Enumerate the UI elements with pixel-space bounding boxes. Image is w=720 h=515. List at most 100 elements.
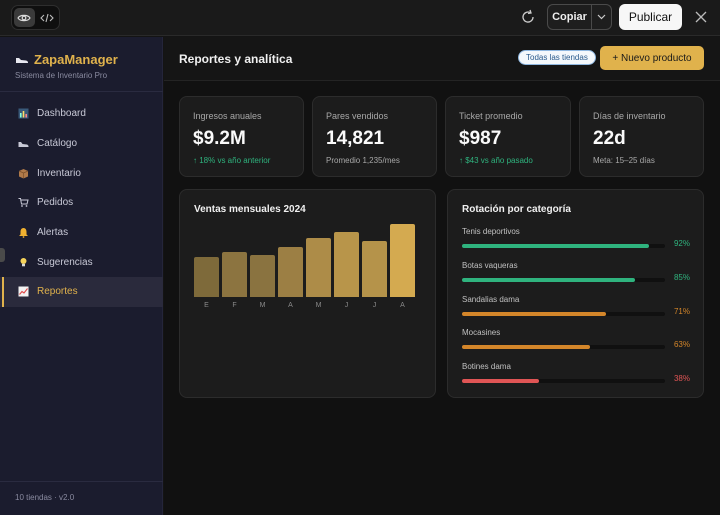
kpi-card-ticket: Ticket promedio $987 ↑ $43 vs año pasado — [445, 96, 571, 177]
cart-icon — [18, 197, 29, 208]
rotation-row: Tenis deportivos 92% — [462, 227, 690, 257]
publish-button[interactable]: Publicar — [619, 4, 682, 30]
sidebar-item-label: Alertas — [37, 227, 69, 239]
kpi-label: Días de inventario — [593, 111, 666, 121]
progress-track — [462, 311, 665, 316]
bell-icon — [18, 227, 29, 238]
x-tick-label: E — [204, 302, 209, 309]
page-title: Reportes y analítica — [179, 52, 293, 66]
progress-fill — [462, 277, 635, 282]
bar-5 — [334, 231, 359, 297]
bar-6 — [362, 240, 387, 297]
rotation-panel: Rotación por categoría Tenis deportivos 9… — [447, 189, 704, 398]
kpi-value: 22d — [593, 128, 626, 149]
progress-track — [462, 244, 665, 248]
category-name: Tenis deportivos — [462, 227, 520, 236]
sidebar-item-alertas[interactable]: Alertas — [0, 218, 163, 248]
bar-4 — [306, 237, 331, 297]
kpi-trend: ↑ $43 vs año pasado — [459, 156, 533, 165]
category-name: Botas vaqueras — [462, 260, 518, 270]
progress-fill — [462, 345, 590, 350]
kpi-value: $987 — [459, 128, 502, 149]
percent-label: 85% — [673, 272, 690, 282]
refresh-icon[interactable] — [519, 8, 537, 26]
progress-track — [462, 345, 665, 350]
rotation-row: Mocasines 63% — [462, 328, 690, 358]
sidebar-item-sugerencias[interactable]: Sugerencias — [0, 247, 163, 277]
category-name: Mocasines — [462, 328, 501, 338]
sidebar-nav: Dashboard Catálogo Inventario Pedidos Al… — [0, 99, 163, 307]
new-product-button[interactable]: + Nuevo producto — [600, 46, 704, 70]
brand-name: ZapaManager — [34, 52, 118, 67]
bar-0 — [194, 257, 219, 297]
sidebar: ZapaManager Sistema de Inventario Pro Da… — [0, 37, 163, 515]
progress-track — [462, 277, 665, 282]
copy-button-group: Copiar — [547, 4, 612, 30]
top-toolbar: Copiar Publicar — [0, 0, 720, 36]
sidebar-item-label: Dashboard — [37, 108, 86, 120]
kpi-value: $9.2M — [193, 128, 246, 149]
rotation-row: Botines dama 38% — [462, 362, 690, 392]
sidebar-footer: 10 tiendas · v2.0 — [0, 481, 163, 513]
kpi-label: Ingresos anuales — [193, 111, 262, 121]
sidebar-item-dashboard[interactable]: Dashboard — [0, 99, 163, 129]
kpi-card-ingresos: Ingresos anuales $9.2M ↑ 18% vs año ante… — [179, 96, 304, 177]
store-filter-badge[interactable]: Todas las tiendas — [518, 50, 596, 65]
progress-fill — [462, 379, 540, 384]
sidebar-item-label: Inventario — [37, 167, 81, 179]
bar-1 — [222, 251, 247, 297]
bar-3 — [278, 246, 303, 297]
kpi-card-dias: Días de inventario 22d Meta: 15–25 días — [579, 96, 704, 177]
progress-fill — [462, 311, 607, 316]
sidebar-item-inventario[interactable]: Inventario — [0, 158, 163, 188]
sidebar-item-label: Pedidos — [37, 197, 74, 209]
kpi-label: Ticket promedio — [459, 111, 523, 121]
brand-subtitle: Sistema de Inventario Pro — [15, 71, 108, 80]
x-tick-label: J — [372, 302, 377, 309]
rotation-title: Rotación por categoría — [462, 204, 571, 215]
sidebar-item-pedidos[interactable]: Pedidos — [0, 188, 163, 218]
page-header: Reportes y analítica Todas las tiendas +… — [164, 37, 720, 81]
x-tick-label: A — [400, 302, 405, 309]
kpi-trend: Promedio 1,235/mes — [326, 156, 400, 165]
x-tick-label: A — [288, 302, 293, 309]
main-content: Reportes y analítica Todas las tiendas +… — [164, 37, 720, 515]
sidebar-item-label: Sugerencias — [37, 256, 93, 268]
rotation-row: Sandalias dama 71% — [462, 295, 690, 325]
trend-chart-icon — [18, 286, 29, 297]
percent-label: 92% — [673, 239, 690, 248]
chevron-down-icon[interactable] — [591, 5, 611, 29]
x-tick-label: J — [344, 302, 349, 309]
close-icon[interactable] — [693, 9, 709, 25]
percent-label: 71% — [673, 306, 690, 316]
sidebar-item-label: Catálogo — [37, 138, 78, 150]
sidebar-resize-handle[interactable] — [0, 248, 5, 262]
kpi-value: 14,821 — [326, 128, 385, 149]
shoe-logo-icon — [15, 52, 29, 67]
x-tick-label: M — [259, 302, 266, 309]
brand-title: ZapaManager — [15, 52, 118, 67]
shoe-icon — [18, 138, 29, 149]
preview-eye-icon[interactable] — [14, 8, 35, 27]
category-name: Botines dama — [462, 362, 511, 372]
progress-track — [462, 379, 665, 384]
lightbulb-icon — [18, 257, 29, 268]
bar-7 — [390, 223, 415, 297]
sidebar-item-catalogo[interactable]: Catálogo — [0, 129, 163, 159]
kpi-trend: ↑ 18% vs año anterior — [193, 156, 271, 165]
sidebar-item-label: Reportes — [37, 286, 78, 298]
brand-block: ZapaManager Sistema de Inventario Pro — [0, 37, 163, 92]
copy-button[interactable]: Copiar — [552, 11, 587, 23]
category-name: Sandalias dama — [462, 294, 520, 304]
code-view-icon[interactable] — [37, 8, 58, 27]
rotation-row: Botas vaqueras 85% — [462, 261, 690, 291]
sidebar-item-reportes[interactable]: Reportes — [0, 277, 163, 307]
x-tick-label: M — [315, 302, 322, 309]
progress-fill — [462, 244, 649, 248]
kpi-card-pares: Pares vendidos 14,821 Promedio 1,235/mes — [312, 96, 437, 177]
view-mode-toggle — [11, 5, 60, 30]
bar-2 — [250, 254, 275, 297]
box-icon — [18, 168, 29, 179]
percent-label: 63% — [673, 340, 690, 350]
kpi-trend: Meta: 15–25 días — [593, 156, 655, 165]
